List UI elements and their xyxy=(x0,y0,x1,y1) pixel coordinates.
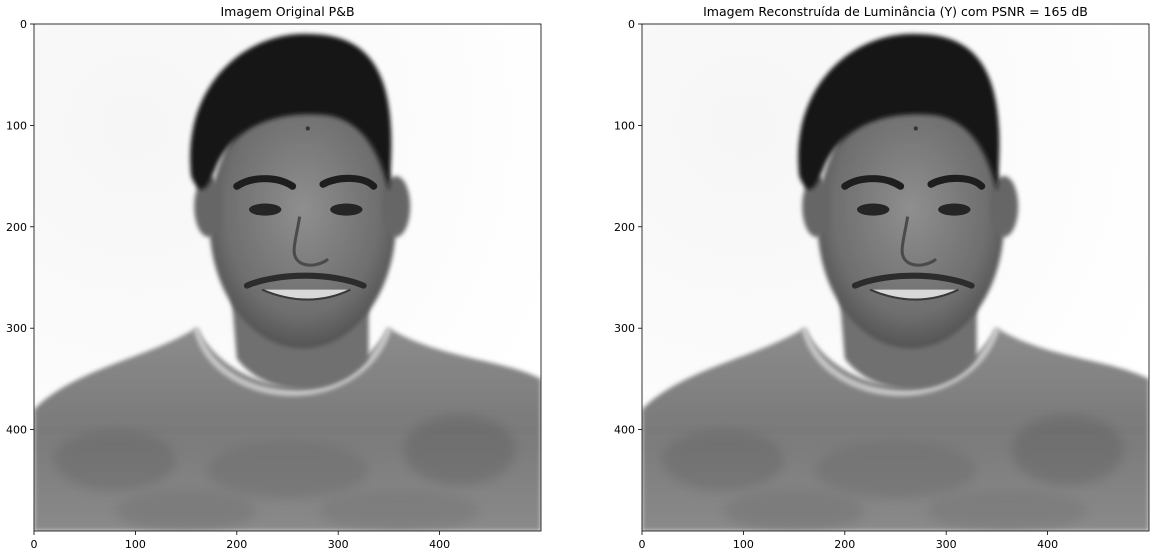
x-tick-label: 100 xyxy=(733,538,754,551)
y-tick-label: 0 xyxy=(20,18,27,31)
y-tick-label: 0 xyxy=(628,18,635,31)
portrait-image xyxy=(642,24,1149,531)
y-tick-label: 100 xyxy=(6,119,27,132)
x-tick-label: 400 xyxy=(429,538,450,551)
x-tick-label: 300 xyxy=(328,538,349,551)
y-tick-label: 400 xyxy=(6,424,27,437)
y-tick-label: 300 xyxy=(614,322,635,335)
x-tick-label: 200 xyxy=(226,538,247,551)
y-tick-label: 300 xyxy=(6,322,27,335)
portrait-image xyxy=(34,24,541,531)
y-tick-label: 200 xyxy=(6,221,27,234)
x-tick-label: 200 xyxy=(834,538,855,551)
left-axes: Imagem Original P&B 0 100 200 300 400 0 100 200 3… xyxy=(6,4,541,551)
x-tick-label: 100 xyxy=(125,538,146,551)
x-tick-label: 300 xyxy=(936,538,957,551)
y-tick-label: 200 xyxy=(614,221,635,234)
x-tick-label: 0 xyxy=(639,538,646,551)
x-tick-label: 400 xyxy=(1037,538,1058,551)
right-axes: Imagem Reconstruída de Luminância (Y) co… xyxy=(614,4,1149,551)
axes-title: Imagem Original P&B xyxy=(220,4,354,19)
y-tick-label: 100 xyxy=(614,119,635,132)
axes-title: Imagem Reconstruída de Luminância (Y) co… xyxy=(703,4,1088,19)
x-tick-label: 0 xyxy=(31,538,38,551)
y-tick-label: 400 xyxy=(614,424,635,437)
